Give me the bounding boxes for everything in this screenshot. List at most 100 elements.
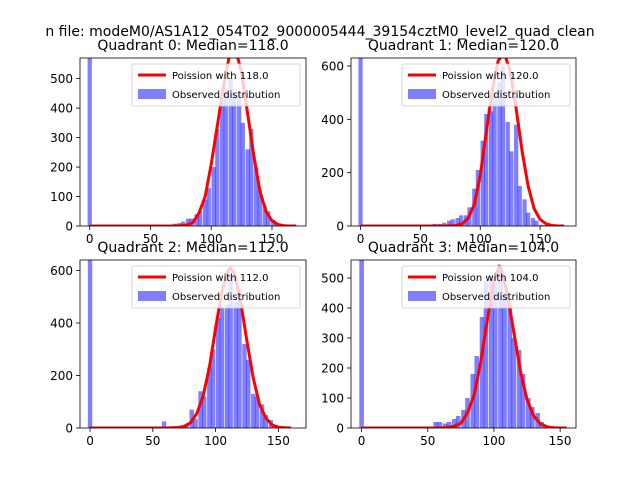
histogram-bar [87,58,92,226]
plot-area [358,58,565,226]
histogram-bar [207,367,212,428]
legend-box [401,63,571,107]
histogram-bar [233,302,238,428]
y-tick-label: 600 [50,264,73,278]
poisson-curve [360,58,565,226]
histogram-bar [446,422,452,428]
subplot-quadrant-0: 0 50 100 150 0 100 200 300 400 500 Quadrant 0: Med… [50,38,307,246]
subplot-title: Quadrant 0: Median=118.0 [97,38,288,54]
y-tick-label: 0 [65,422,73,436]
histogram-bar [455,416,461,428]
y-tick-label: 200 [50,161,73,175]
histogram-bar [526,212,531,226]
histogram-bar [198,391,203,428]
histogram-bar [181,221,186,226]
poisson-curve [90,266,291,428]
legend: Poission with 104.0 Observed distribution [401,265,571,309]
axes-frame [350,57,577,227]
legend-swatch-observed [138,89,166,99]
subplot-title: Quadrant 3: Median=104.0 [368,240,559,256]
x-tick-label: 100 [482,434,505,448]
histogram-bar [451,419,457,428]
histogram-bar [203,199,208,226]
histogram-bar [433,422,439,428]
histogram-bar [262,205,267,226]
histogram-bar [459,215,464,226]
histogram-bar [516,350,522,428]
histogram-bar [358,58,363,226]
histogram-bar [161,421,167,428]
y-tick-label: 600 [321,60,344,74]
histogram-bar [492,284,498,428]
histogram-bar [266,211,271,226]
legend-swatch-observed [138,291,166,301]
histogram-bar [228,275,233,428]
histogram-bar [232,94,237,226]
histogram-bar [455,218,460,226]
histogram-bar [514,124,519,226]
axes-frame [79,259,307,429]
legend-label-observed: Observed distribution [442,90,550,101]
histogram-bar [215,317,221,428]
histogram-bar [442,423,448,428]
axes-frame [79,57,307,227]
x-tick-label: 0 [86,232,94,246]
plot-area [359,260,567,428]
histogram-bar [483,281,489,428]
y-tick-label: 500 [50,72,73,86]
histogram-bar [488,111,494,226]
legend-box [131,63,301,107]
legend-box [401,265,571,309]
x-tick-label: 50 [145,434,160,448]
figure-suptitle: n file: modeM0/AS1A12_054T02_9000005444_… [45,24,594,40]
histogram-bar [194,214,199,226]
histogram-bar [186,218,191,226]
histogram-bar [522,199,527,226]
histogram-bar [447,220,452,226]
histogram-bar [475,170,480,226]
y-tick-label: 300 [50,131,73,145]
y-tick-label: 100 [321,392,344,406]
x-tick-label: 50 [420,434,435,448]
y-tick-label: 500 [321,272,344,286]
histogram-bar [263,414,269,428]
histogram-bar [505,122,510,226]
legend-box [131,265,301,309]
legend-label-poisson: Poission with 118.0 [172,71,268,82]
histogram-bar [228,78,233,226]
y-tick-label: 0 [65,220,73,234]
histogram-bar [497,82,502,226]
x-tick-label: 0 [358,434,366,448]
histogram-bar [259,404,265,428]
x-tick-label: 100 [204,434,227,448]
histogram-bar [492,92,497,226]
legend-label-observed: Observed distribution [442,292,550,303]
histogram-bar [193,418,198,428]
x-tick-label: 150 [261,232,284,246]
subplot-quadrant-1: 0 50 100 150 0 200 400 600 Quadrant 1: Median=12… [321,38,577,246]
y-tick-label: 200 [321,362,344,376]
x-tick-label: 100 [469,232,492,246]
histogram-bar [517,186,522,226]
histogram-bar [474,356,480,428]
legend: Poission with 118.0 Observed distribution [131,63,301,107]
legend: Poission with 112.0 Observed distribution [131,265,301,309]
legend-label-poisson: Poission with 112.0 [172,273,268,284]
poisson-curve [361,264,567,428]
histogram-bar [450,219,455,226]
axes-frame [350,259,577,429]
histogram-bar [251,393,256,428]
histogram-bar [240,122,245,226]
histogram-bar [219,307,225,428]
histogram-bar [246,359,251,428]
histogram-bar [224,304,230,428]
histogram-bar [526,398,531,428]
histogram-bar [198,211,203,226]
histogram-bar [87,260,93,428]
subplot-quadrant-3: 0 50 100 150 0 100 200 300 400 500 Quadrant 3: Med… [321,240,577,448]
histogram-bar [257,190,262,226]
legend: Poission with 120.0 Observed distribution [401,63,571,107]
x-tick-label: 100 [200,232,223,246]
y-tick-label: 100 [50,190,73,204]
